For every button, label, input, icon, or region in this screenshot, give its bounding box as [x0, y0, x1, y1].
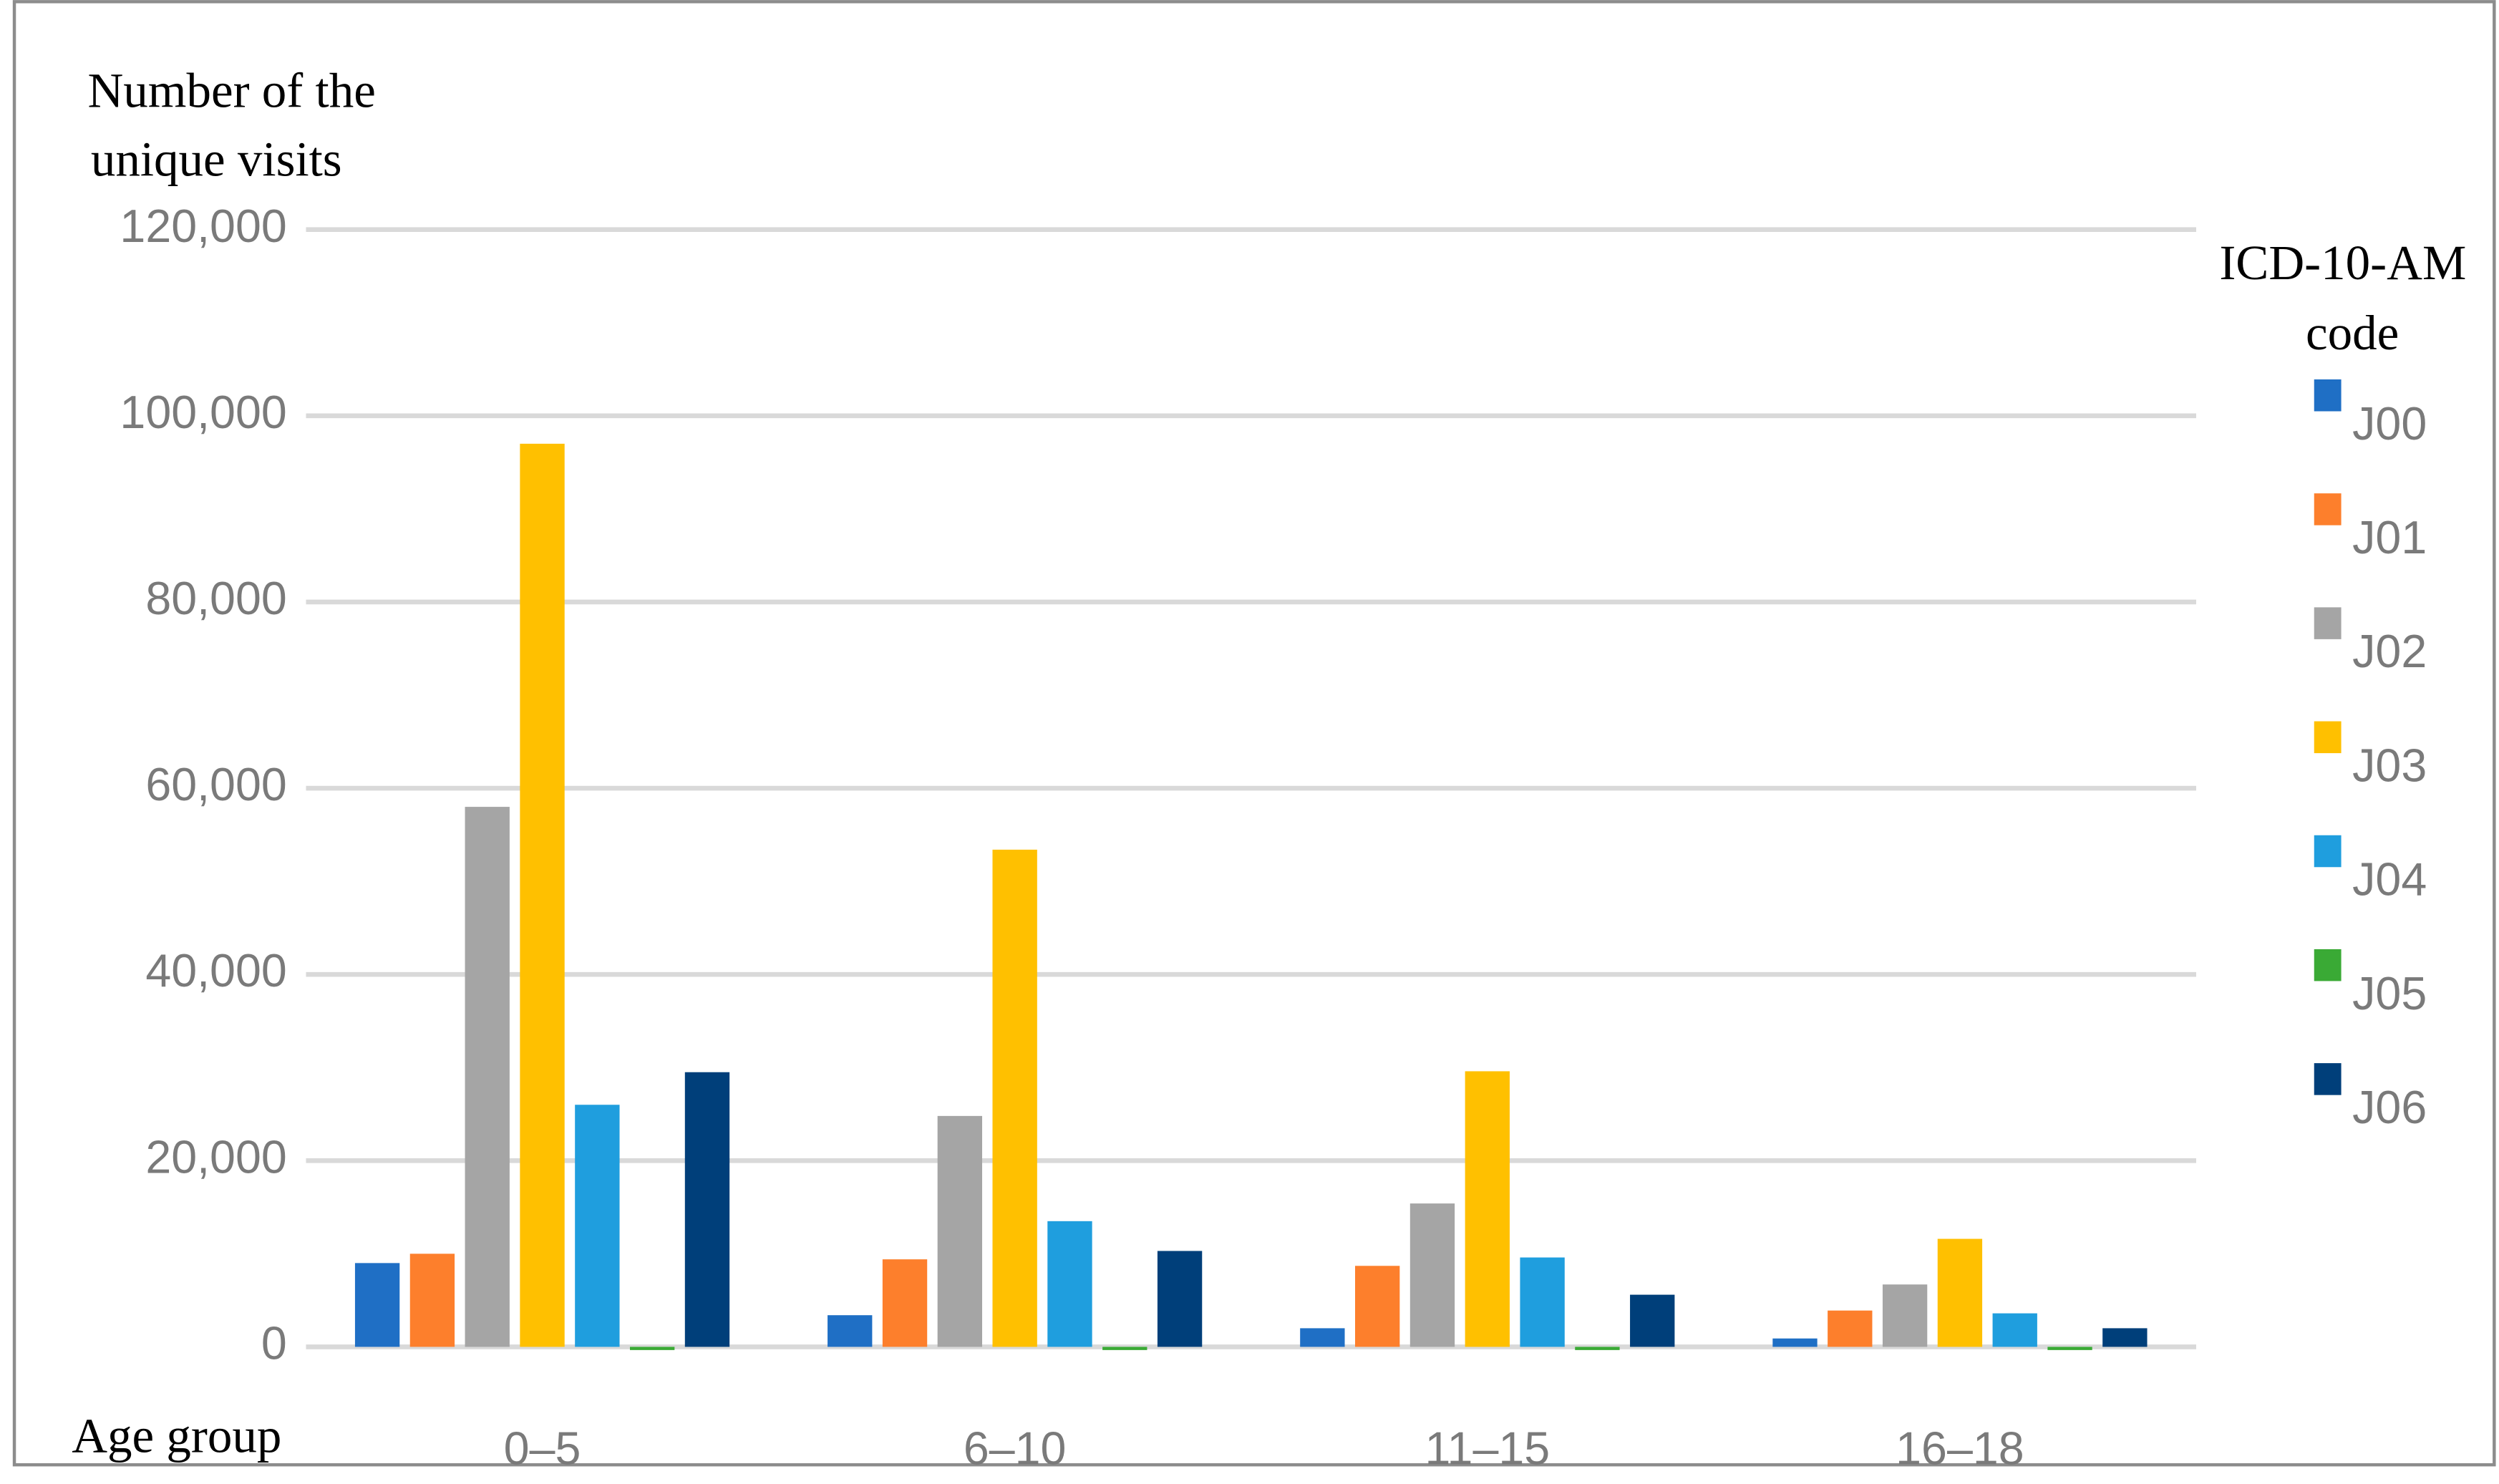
x-tick-label: 16–18	[1896, 1422, 2024, 1474]
bar	[575, 1105, 620, 1347]
bar	[409, 1253, 455, 1347]
bar	[629, 1347, 675, 1350]
legend-label: J01	[2352, 512, 2427, 563]
y-tick-label: 60,000	[145, 759, 286, 810]
bar	[2047, 1347, 2092, 1350]
frame	[12, 0, 2496, 1467]
y-tick-label: 20,000	[145, 1131, 286, 1183]
legend-title: ICD-10-AM	[2219, 236, 2466, 290]
bar	[1465, 1071, 1510, 1347]
y-tick-label: 0	[261, 1317, 287, 1369]
legend-swatch	[2314, 949, 2342, 981]
bar	[1882, 1284, 1928, 1347]
bar	[992, 849, 1037, 1347]
bar	[1520, 1257, 1565, 1347]
legend-title: code	[2306, 306, 2399, 360]
legend-label: J00	[2352, 398, 2427, 450]
bar	[1354, 1266, 1400, 1347]
legend-swatch	[2314, 835, 2342, 868]
y-tick-label: 40,000	[145, 945, 286, 996]
bar	[882, 1259, 928, 1347]
legend-swatch	[2314, 607, 2342, 639]
legend-label: J02	[2352, 626, 2427, 677]
legend-swatch	[2314, 379, 2342, 412]
legend-swatch	[2314, 721, 2342, 754]
y-tick-label: 100,000	[120, 387, 286, 438]
bar	[1409, 1203, 1455, 1347]
legend-label: J06	[2352, 1082, 2427, 1133]
bar	[1102, 1347, 1147, 1350]
x-tick-label: 6–10	[964, 1422, 1067, 1474]
bar	[684, 1072, 730, 1347]
x-tick-label: 11–15	[1425, 1422, 1550, 1474]
legend-label: J04	[2352, 854, 2427, 906]
y-tick-label: 120,000	[120, 200, 286, 252]
y-axis-label: unique visits	[91, 132, 342, 186]
bar	[1575, 1347, 1620, 1350]
x-tick-label: 0–5	[504, 1422, 581, 1474]
legend-label: J05	[2352, 968, 2427, 1019]
bar	[1047, 1221, 1092, 1347]
legend-swatch	[2314, 493, 2342, 525]
bar	[937, 1115, 983, 1347]
bar	[828, 1315, 873, 1347]
bar	[1992, 1313, 2037, 1347]
x-axis-label: Age group	[72, 1409, 281, 1463]
bar	[1772, 1338, 1818, 1347]
bar	[520, 443, 565, 1347]
bar	[1828, 1310, 1873, 1347]
bar	[1630, 1294, 1675, 1347]
bar	[2102, 1328, 2148, 1347]
bar	[1300, 1328, 1345, 1347]
y-tick-label: 80,000	[145, 573, 286, 624]
bar	[1157, 1251, 1203, 1347]
legend-label: J03	[2352, 739, 2427, 791]
bar	[354, 1263, 400, 1347]
bar	[1937, 1238, 1983, 1347]
legend-swatch	[2314, 1063, 2342, 1095]
bar	[465, 807, 510, 1347]
y-axis-label: Number of the	[87, 64, 375, 118]
